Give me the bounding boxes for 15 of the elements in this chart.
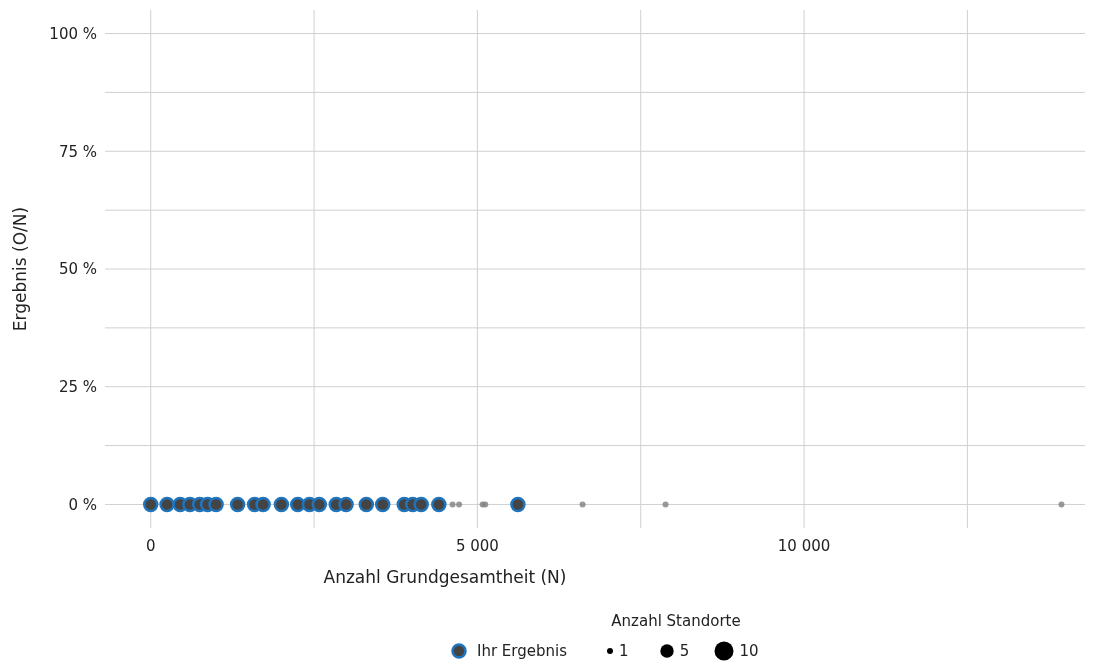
x-axis-title: Anzahl Grundgesamtheit (N) bbox=[323, 567, 567, 587]
legend-title: Anzahl Standorte bbox=[611, 612, 741, 630]
y-tick-label: 75 % bbox=[58, 142, 97, 161]
y-axis-title: Ergebnis (O/N) bbox=[10, 206, 30, 332]
x-tick-label: 5 000 bbox=[455, 537, 499, 555]
x-tick-label: 0 bbox=[145, 537, 156, 555]
x-tick-label: 10 000 bbox=[777, 537, 831, 555]
legend-label: 5 bbox=[679, 642, 690, 660]
y-tick-label: 25 % bbox=[58, 377, 97, 396]
y-tick-label: 50 % bbox=[58, 260, 97, 279]
legend-label: 10 bbox=[739, 642, 759, 660]
y-tick-label: 0 % bbox=[68, 495, 97, 514]
legend-label: Ihr Ergebnis bbox=[477, 642, 568, 660]
legend-label: 1 bbox=[619, 642, 629, 660]
y-tick-label: 100 % bbox=[49, 24, 97, 43]
